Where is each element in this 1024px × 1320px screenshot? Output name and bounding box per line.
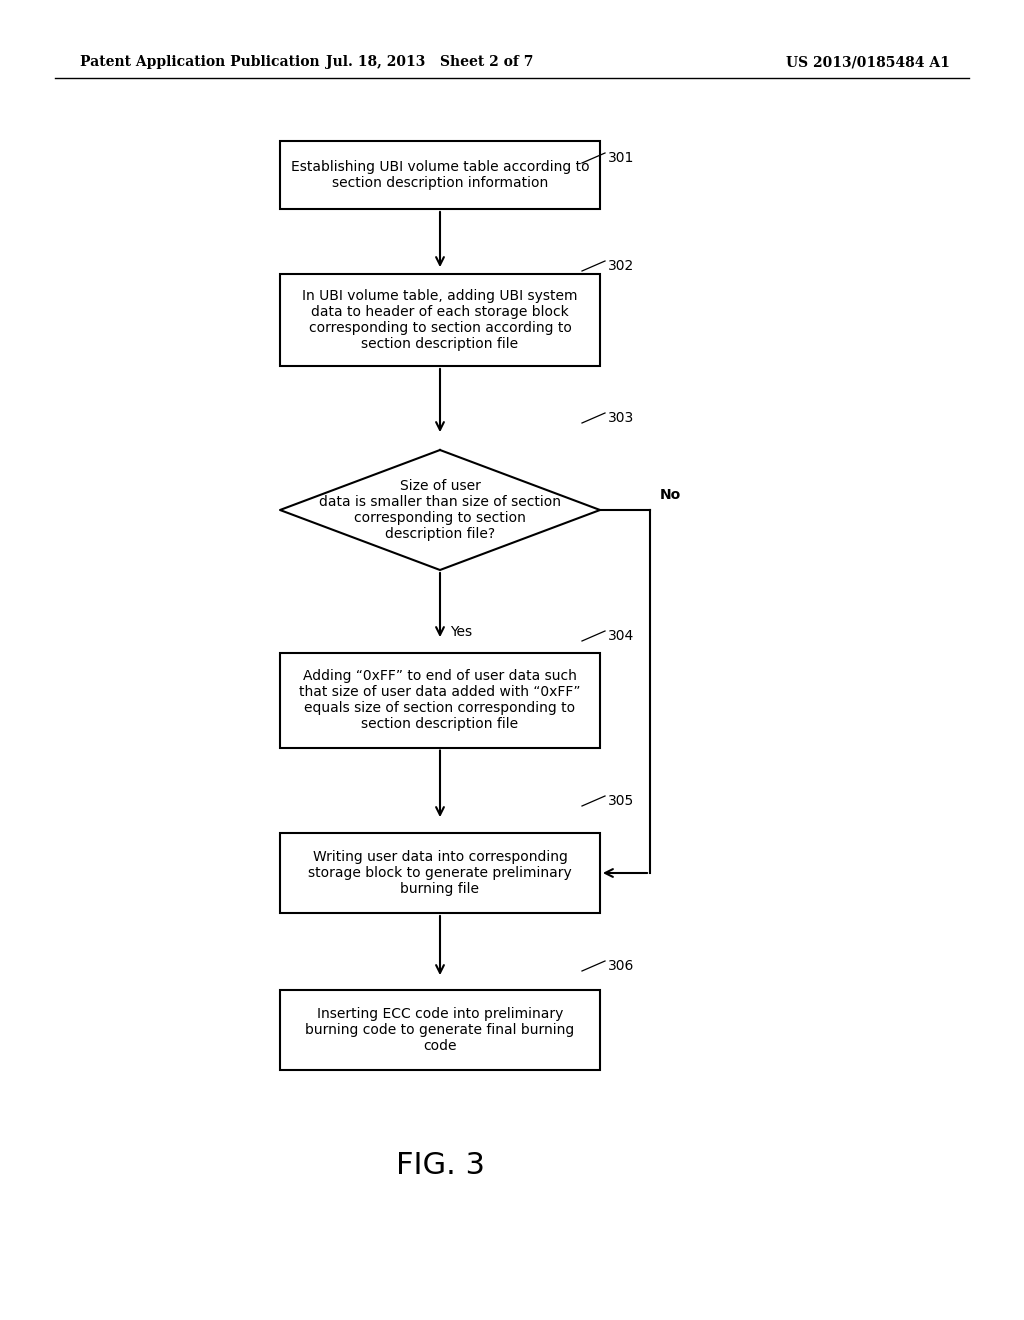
Text: 302: 302 bbox=[608, 259, 634, 273]
Polygon shape bbox=[280, 450, 600, 570]
Text: No: No bbox=[660, 488, 681, 502]
Text: Adding “0xFF” to end of user data such
that size of user data added with “0xFF”
: Adding “0xFF” to end of user data such t… bbox=[299, 669, 581, 731]
Text: In UBI volume table, adding UBI system
data to header of each storage block
corr: In UBI volume table, adding UBI system d… bbox=[302, 289, 578, 351]
Bar bbox=[280, 275, 600, 366]
Bar bbox=[280, 652, 600, 747]
Bar bbox=[280, 141, 600, 209]
Text: Yes: Yes bbox=[450, 624, 472, 639]
Text: 305: 305 bbox=[608, 795, 634, 808]
Text: Size of user
data is smaller than size of section
corresponding to section
descr: Size of user data is smaller than size o… bbox=[319, 479, 561, 541]
Text: FIG. 3: FIG. 3 bbox=[395, 1151, 484, 1180]
Bar bbox=[280, 833, 600, 913]
Text: 303: 303 bbox=[608, 411, 634, 425]
Text: Inserting ECC code into preliminary
burning code to generate final burning
code: Inserting ECC code into preliminary burn… bbox=[305, 1007, 574, 1053]
Text: Writing user data into corresponding
storage block to generate preliminary
burni: Writing user data into corresponding sto… bbox=[308, 850, 571, 896]
Text: 306: 306 bbox=[608, 960, 635, 973]
Bar bbox=[280, 990, 600, 1071]
Text: 304: 304 bbox=[608, 630, 634, 643]
Text: US 2013/0185484 A1: US 2013/0185484 A1 bbox=[786, 55, 950, 69]
Text: Establishing UBI volume table according to
section description information: Establishing UBI volume table according … bbox=[291, 160, 590, 190]
Text: Patent Application Publication: Patent Application Publication bbox=[80, 55, 319, 69]
Text: Jul. 18, 2013   Sheet 2 of 7: Jul. 18, 2013 Sheet 2 of 7 bbox=[327, 55, 534, 69]
Text: 301: 301 bbox=[608, 150, 635, 165]
